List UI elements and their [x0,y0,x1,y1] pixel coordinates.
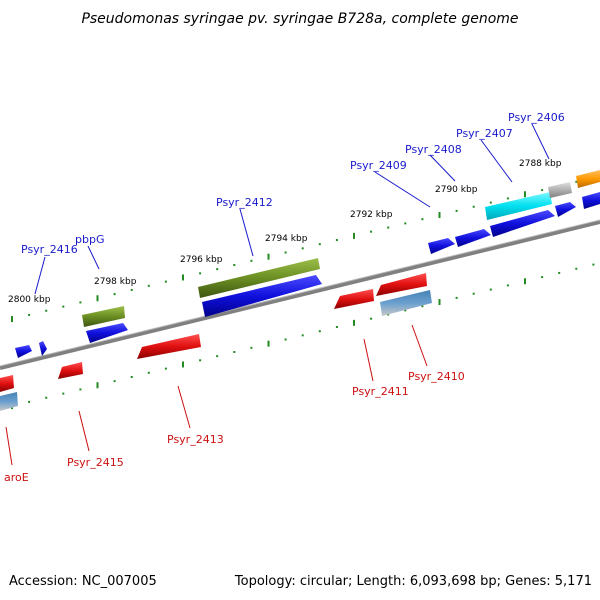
ruler-labels: 2800 kbp 2798 kbp 2796 kbp 2794 kbp 2792… [8,159,562,305]
gene-label[interactable]: Psyr_2406 [508,111,565,124]
ruler-label: 2798 kbp [94,277,137,287]
ruler-label: 2800 kbp [8,295,51,305]
gene-arrow-psyr-2408[interactable] [455,229,491,247]
leader-line [374,171,431,208]
gene-arrow[interactable] [86,323,128,343]
gene-arrow[interactable] [555,202,576,217]
ruler-label: 2796 kbp [180,255,223,265]
gene-arrow-psyr-2409[interactable] [428,238,455,254]
gene-arrow-psyr-2407[interactable] [485,192,552,220]
genome-backbone [0,220,600,370]
gene-arrow-psyr-2411[interactable] [334,289,374,309]
gene-arrow-aroE[interactable] [0,375,14,392]
forward-genes [15,170,600,358]
ruler-label: 2788 kbp [519,159,562,169]
gene-arrow-psyr-2415[interactable] [58,362,83,379]
gene-label[interactable]: Psyr_2409 [350,159,407,172]
gene-label[interactable]: Psyr_2412 [216,196,273,209]
leader-line [531,123,550,160]
gene-arrow-psyr-2410[interactable] [376,273,427,296]
gene-label[interactable]: Psyr_2408 [405,143,462,156]
leader-line [363,338,374,382]
gene-arrow-psyr-2413[interactable] [137,334,201,359]
gene-label[interactable]: Psyr_2411 [352,385,409,398]
leader-line [78,410,90,452]
ruler-label: 2790 kbp [435,185,478,195]
gene-arrow[interactable] [490,210,555,237]
gene-arrow-psyr-2406[interactable] [548,182,572,198]
forward-gene-labels: Psyr_2416 pbpG Psyr_2412 Psyr_2409 Psyr_… [21,111,565,256]
gene-label[interactable]: Psyr_2407 [456,127,513,140]
genome-backbone-highlight [0,219,600,367]
accession-text: Accession: NC_007005 [9,574,157,589]
gene-label[interactable]: Psyr_2413 [167,433,224,446]
gene-arrow-psyr-2412[interactable] [198,258,320,298]
gene-arrow[interactable] [576,170,600,188]
gene-arrow[interactable] [15,345,32,358]
gene-arrow[interactable] [0,392,18,411]
gene-label[interactable]: Psyr_2410 [408,370,465,383]
reverse-gene-labels: aroE Psyr_2415 Psyr_2413 Psyr_2411 Psyr_… [4,370,465,484]
gene-label[interactable]: pbpG [75,233,104,246]
ruler-label: 2794 kbp [265,234,308,244]
ruler-label: 2792 kbp [350,210,393,220]
leader-line [411,324,428,367]
leader-line [480,139,513,183]
leader-line [34,256,46,295]
gene-arrow[interactable] [39,341,47,356]
reverse-genes [0,273,432,411]
gene-arrow-pbpG[interactable] [82,306,125,327]
map-title: Pseudomonas syringae pv. syringae B728a,… [81,11,518,27]
leader-line [5,426,13,466]
upper-tick-track [11,176,595,323]
leader-lines [5,123,550,466]
leader-line [429,154,456,182]
gene-label[interactable]: Psyr_2415 [67,456,124,469]
leader-line [87,245,100,270]
gene-label[interactable]: Psyr_2416 [21,243,78,256]
topology-text: Topology: circular; Length: 6,093,698 bp… [234,574,592,589]
gene-arrow[interactable] [582,192,600,209]
gene-arrow[interactable] [202,275,322,317]
leader-line [177,385,191,429]
gene-label[interactable]: aroE [4,471,29,484]
leader-line [239,208,254,257]
gene-arrow[interactable] [380,290,432,316]
